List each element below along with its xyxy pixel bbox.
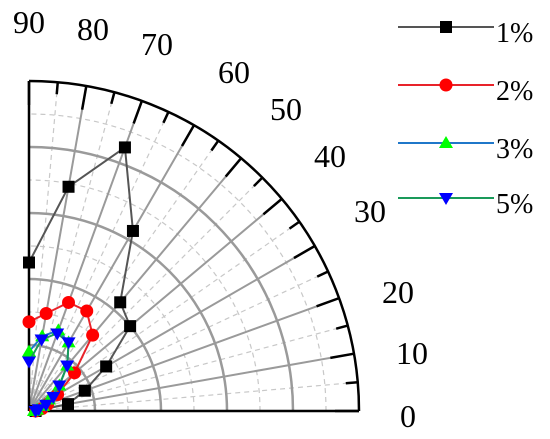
angle-tick-label: 10 xyxy=(396,335,428,371)
data-point-5pct xyxy=(50,328,65,341)
major-tick-mark xyxy=(293,244,316,260)
angle-tick-label: 80 xyxy=(77,11,109,47)
minor-tick-mark xyxy=(210,139,220,152)
data-point-1pct xyxy=(126,224,139,237)
data-point-2pct xyxy=(86,328,100,342)
minor-tick-mark xyxy=(316,270,329,278)
data-point-1pct xyxy=(114,296,127,309)
legend-item-2pct: 2% xyxy=(398,76,533,107)
series-5pct xyxy=(22,328,76,418)
angle-tick-label: 90 xyxy=(13,4,45,40)
minor-tick-mark xyxy=(345,380,358,385)
legend-label: 2% xyxy=(496,76,533,107)
minor-grid-spoke xyxy=(28,177,263,412)
data-point-5pct xyxy=(31,404,46,417)
major-tick-mark xyxy=(316,296,340,308)
legend-label: 5% xyxy=(496,189,533,220)
data-point-1pct xyxy=(100,360,113,373)
data-point-1pct xyxy=(78,384,91,397)
major-grid-spoke xyxy=(28,124,195,412)
data-point-5pct xyxy=(46,391,61,404)
legend: 1% 2% 3% 5% xyxy=(398,18,533,220)
minor-grid-spoke xyxy=(28,221,300,412)
legend-label: 1% xyxy=(496,18,533,49)
data-point-1pct xyxy=(124,320,137,333)
data-point-2pct xyxy=(62,295,76,309)
data-point-1pct xyxy=(62,180,75,193)
data-point-5pct xyxy=(52,380,67,393)
major-tick-mark xyxy=(180,124,196,147)
data-point-1pct xyxy=(118,141,131,154)
major-tick-mark xyxy=(262,197,283,216)
minor-grid-spoke xyxy=(28,381,358,412)
major-tick-mark xyxy=(224,157,243,178)
minor-tick-mark xyxy=(162,111,170,124)
angle-tick-label: 70 xyxy=(141,26,173,62)
major-grid-ring xyxy=(28,343,97,412)
minor-tick-mark xyxy=(335,324,349,330)
angle-tick-label: 60 xyxy=(218,54,250,90)
minor-grid-ring xyxy=(28,311,129,412)
angle-tick-label: 40 xyxy=(314,138,346,174)
legend-marker xyxy=(440,21,452,33)
legend-marker xyxy=(439,78,453,92)
data-point-2pct xyxy=(39,307,53,321)
data-point-2pct xyxy=(22,315,36,329)
major-grid-ring xyxy=(28,145,295,412)
minor-grid-spoke xyxy=(28,325,348,412)
major-grid-ring xyxy=(28,277,163,412)
data-point-5pct xyxy=(39,399,54,412)
major-grid-ring xyxy=(28,211,229,412)
major-tick-mark xyxy=(330,352,355,360)
legend-item-1pct: 1% xyxy=(398,18,533,49)
major-grid-spoke xyxy=(28,245,316,412)
polar-grid xyxy=(28,82,358,412)
data-point-2pct xyxy=(80,304,94,318)
angle-tick-label: 20 xyxy=(382,274,414,310)
series-layer xyxy=(22,141,139,418)
minor-tick-mark xyxy=(252,176,264,188)
legend-item-3pct: 3% xyxy=(398,134,533,165)
minor-grid-ring xyxy=(28,179,261,412)
data-point-5pct xyxy=(60,360,75,373)
minor-grid-spoke xyxy=(28,111,170,412)
major-grid-spoke xyxy=(28,85,88,412)
data-point-1pct xyxy=(61,398,74,411)
major-tick-mark xyxy=(80,85,88,110)
legend-item-5pct: 5% xyxy=(398,189,533,220)
angle-tick-label: 30 xyxy=(354,193,386,229)
major-tick-mark xyxy=(132,100,144,124)
minor-tick-mark xyxy=(288,220,301,230)
minor-grid-spoke xyxy=(28,92,115,412)
minor-tick-mark xyxy=(55,82,60,95)
minor-grid-spoke xyxy=(28,140,219,412)
data-point-5pct xyxy=(22,356,36,369)
series-line-1pct xyxy=(28,145,134,412)
angle-tick-label: 0 xyxy=(400,398,416,434)
data-point-1pct xyxy=(23,256,35,269)
legend-marker xyxy=(439,136,453,148)
data-point-5pct xyxy=(34,334,49,347)
minor-grid-ring xyxy=(28,113,327,412)
angle-tick-label: 50 xyxy=(270,91,302,127)
legend-label: 3% xyxy=(496,134,533,165)
minor-tick-mark xyxy=(110,91,116,105)
major-grid-spoke xyxy=(28,352,355,412)
data-point-5pct xyxy=(61,337,76,350)
legend-marker xyxy=(439,193,453,205)
